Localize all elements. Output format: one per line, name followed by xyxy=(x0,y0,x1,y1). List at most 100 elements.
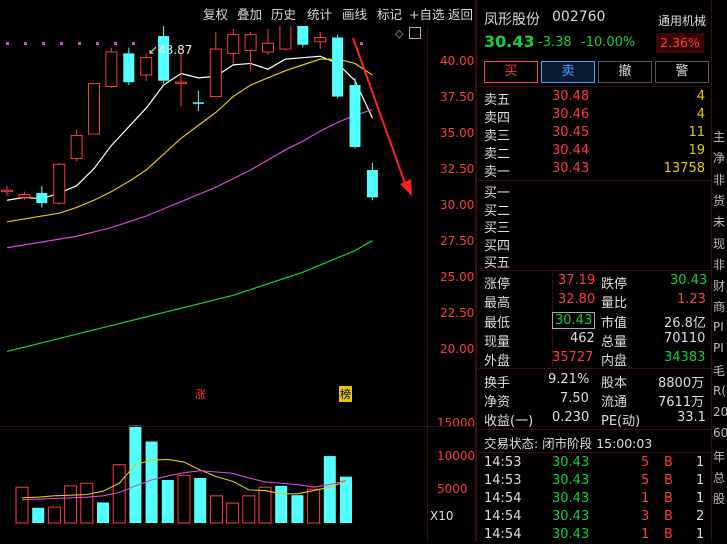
volume-chart[interactable] xyxy=(0,403,475,542)
limit-down-label: 跌停 xyxy=(601,277,628,292)
volume-bar xyxy=(15,486,29,524)
diamond-icon[interactable]: ◇ xyxy=(395,27,404,40)
ask-row[interactable]: 卖一 30.43 13758 xyxy=(478,161,711,180)
bid-row[interactable]: 买四 xyxy=(478,235,711,254)
price-tick-label: 35.00 xyxy=(440,126,475,140)
mkt-cap-label: 市值 xyxy=(601,316,628,331)
signal-dot xyxy=(24,42,27,45)
signal-dot xyxy=(114,42,117,45)
tick-row[interactable]: 14:53 30.43 5 B 1 xyxy=(478,473,711,490)
eps-label: 收益(一) xyxy=(484,414,534,429)
high-price-annotation: ↙43.87 xyxy=(148,43,192,57)
total-vol-label: 总量 xyxy=(601,335,628,350)
tick-row[interactable]: 14:54 30.43 1 B 1 xyxy=(478,491,711,508)
ma-line-ma10 xyxy=(6,58,373,223)
share-cap-value: 8800万 xyxy=(658,376,705,391)
candle xyxy=(1,185,13,196)
tick-volume: 3 xyxy=(641,509,650,524)
candle xyxy=(349,77,361,149)
buy-button[interactable]: 买 xyxy=(484,61,538,83)
bid-label: 买四 xyxy=(484,238,511,254)
candle xyxy=(209,31,222,98)
bid-row[interactable]: 买五 xyxy=(478,252,711,271)
ask-volume: 4 xyxy=(696,89,705,104)
bid-row[interactable]: 买二 xyxy=(478,200,711,219)
add-watchlist-button[interactable]: +自选 xyxy=(409,7,445,22)
volume-bar xyxy=(47,506,61,524)
inner-value: 34383 xyxy=(664,350,706,365)
stats-row: 现量 462 总量 70110 xyxy=(478,331,711,350)
signal-dot xyxy=(360,42,363,45)
tick-side: B xyxy=(664,473,673,488)
candle xyxy=(70,129,83,162)
window-icon[interactable] xyxy=(409,27,421,39)
signal-dot xyxy=(78,42,81,45)
candle xyxy=(314,31,327,50)
right-edge-label: 未 xyxy=(713,215,726,230)
volume-bar xyxy=(97,502,109,523)
high-annotation-value: 43.87 xyxy=(158,43,193,57)
stock-name: 凤形股份 xyxy=(484,12,540,28)
eps-value: 0.230 xyxy=(552,410,590,425)
bid-row[interactable]: 买三 xyxy=(478,217,711,236)
candlestick-chart[interactable] xyxy=(0,26,475,426)
volume-bar xyxy=(323,456,336,523)
tick-volume: 5 xyxy=(641,473,650,488)
candle xyxy=(227,28,240,64)
ranking-tag: 榜 xyxy=(339,386,352,402)
tick-time: 14:54 xyxy=(484,527,522,542)
volume-bar xyxy=(291,495,304,523)
ask-volume: 19 xyxy=(688,143,705,158)
sell-button[interactable]: 卖 xyxy=(541,61,595,83)
history-button[interactable]: 历史 xyxy=(271,7,297,22)
mark-button[interactable]: 标记 xyxy=(377,7,403,22)
limit-down-value: 30.43 xyxy=(670,273,708,288)
statistics-button[interactable]: 统计 xyxy=(307,7,333,22)
ma-line-ma30 xyxy=(6,108,373,249)
stats-row: 外盘 35727 内盘 34383 xyxy=(478,350,711,369)
back-button[interactable]: 返回 xyxy=(448,7,474,22)
cancel-order-button[interactable]: 撤 xyxy=(598,61,652,83)
volume-bar xyxy=(307,488,321,524)
draw-line-button[interactable]: 画线 xyxy=(342,7,368,22)
tick-time: 14:54 xyxy=(484,491,522,506)
cur-vol-label: 现量 xyxy=(484,335,511,350)
candle xyxy=(332,34,344,98)
total-vol-value: 70110 xyxy=(664,331,706,346)
ask-row[interactable]: 卖二 30.44 19 xyxy=(478,143,711,162)
ask-row[interactable]: 卖四 30.46 4 xyxy=(478,107,711,126)
tick-count: 1 xyxy=(696,455,705,470)
price-tick-label: 37.50 xyxy=(440,90,475,104)
nav-label: 净资 xyxy=(484,395,511,410)
tick-row[interactable]: 14:54 30.43 1 B 1 xyxy=(478,527,711,544)
turnover-value: 9.21% xyxy=(548,372,590,387)
volume-bar xyxy=(80,482,94,524)
restore-rights-button[interactable]: 复权 xyxy=(203,7,229,22)
overlay-button[interactable]: 叠加 xyxy=(237,7,263,22)
ask-row[interactable]: 卖三 30.45 11 xyxy=(478,125,711,144)
ask-volume: 4 xyxy=(696,107,705,122)
tick-count: 1 xyxy=(696,473,705,488)
industry-label[interactable]: 通用机械 xyxy=(658,14,707,28)
volume-bar xyxy=(145,441,158,523)
ask-price: 30.44 xyxy=(552,143,590,158)
tick-side: B xyxy=(664,527,673,542)
signal-dot xyxy=(60,42,63,45)
ask-volume: 13758 xyxy=(663,161,705,176)
high-annotation-arrow-icon: ↙ xyxy=(148,43,159,57)
candle xyxy=(244,31,257,71)
bid-row[interactable]: 买一 xyxy=(478,182,711,201)
right-edge-label: 非 xyxy=(713,172,726,187)
separator xyxy=(478,180,711,181)
last-price: 30.43 xyxy=(484,32,535,51)
alert-button[interactable]: 警 xyxy=(655,61,709,83)
candle xyxy=(105,47,118,88)
signal-dot xyxy=(96,42,99,45)
vol-ratio-label: 量比 xyxy=(601,296,628,311)
volume-bar xyxy=(64,485,78,524)
ask-row[interactable]: 卖五 30.48 4 xyxy=(478,89,711,108)
tick-row[interactable]: 14:54 30.43 3 B 2 xyxy=(478,509,711,526)
volume-bar xyxy=(275,485,288,523)
pe-label: PE(动) xyxy=(601,414,641,429)
tick-row[interactable]: 14:53 30.43 5 B 1 xyxy=(478,455,711,472)
